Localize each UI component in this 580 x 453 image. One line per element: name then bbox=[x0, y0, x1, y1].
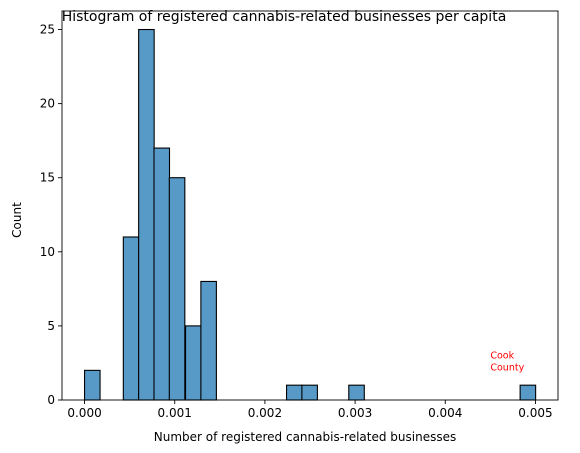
x-tick-label-0: 0.000 bbox=[67, 406, 101, 420]
y-tick-label-0: 0 bbox=[47, 393, 55, 407]
x-axis-label: Number of registered cannabis-related bu… bbox=[154, 430, 456, 444]
annotations-group: Cook County bbox=[490, 350, 524, 373]
histogram-bar-2 bbox=[138, 28, 155, 401]
histogram-bar-4 bbox=[168, 177, 186, 401]
histogram-bar-5 bbox=[185, 325, 202, 401]
histogram-bar-6 bbox=[200, 280, 217, 401]
histogram-bar-9 bbox=[348, 384, 365, 401]
histogram-bar-1 bbox=[122, 236, 140, 401]
plot-frame bbox=[61, 10, 559, 401]
histogram-bar-7 bbox=[285, 384, 303, 401]
x-tick-label-3: 0.003 bbox=[338, 406, 372, 420]
y-tick-label-2: 10 bbox=[40, 245, 55, 259]
histogram-bar-3 bbox=[153, 147, 171, 401]
y-axis-label: Count bbox=[10, 202, 24, 238]
y-tick-label-5: 25 bbox=[40, 23, 55, 37]
x-tick-label-1: 0.001 bbox=[158, 406, 192, 420]
histogram-bar-8 bbox=[301, 384, 318, 401]
x-axis-ticks: 0.000 0.001 0.002 0.003 0.004 0.005 bbox=[67, 400, 553, 420]
y-tick-label-3: 15 bbox=[40, 171, 55, 185]
x-tick-label-2: 0.002 bbox=[248, 406, 282, 420]
bars-group bbox=[84, 28, 537, 401]
chart-title: Histogram of registered cannabis-related… bbox=[62, 9, 507, 25]
annotation-cook-county: Cook County bbox=[490, 350, 524, 373]
y-axis-ticks: 0 5 10 15 20 25 bbox=[40, 23, 62, 407]
x-tick-label-4: 0.004 bbox=[428, 406, 462, 420]
y-tick-label-4: 20 bbox=[40, 97, 55, 111]
x-tick-label-5: 0.005 bbox=[518, 406, 552, 420]
histogram-bar-0 bbox=[84, 369, 101, 401]
y-tick-label-1: 5 bbox=[47, 319, 55, 333]
histogram-bar-10 bbox=[519, 384, 537, 401]
